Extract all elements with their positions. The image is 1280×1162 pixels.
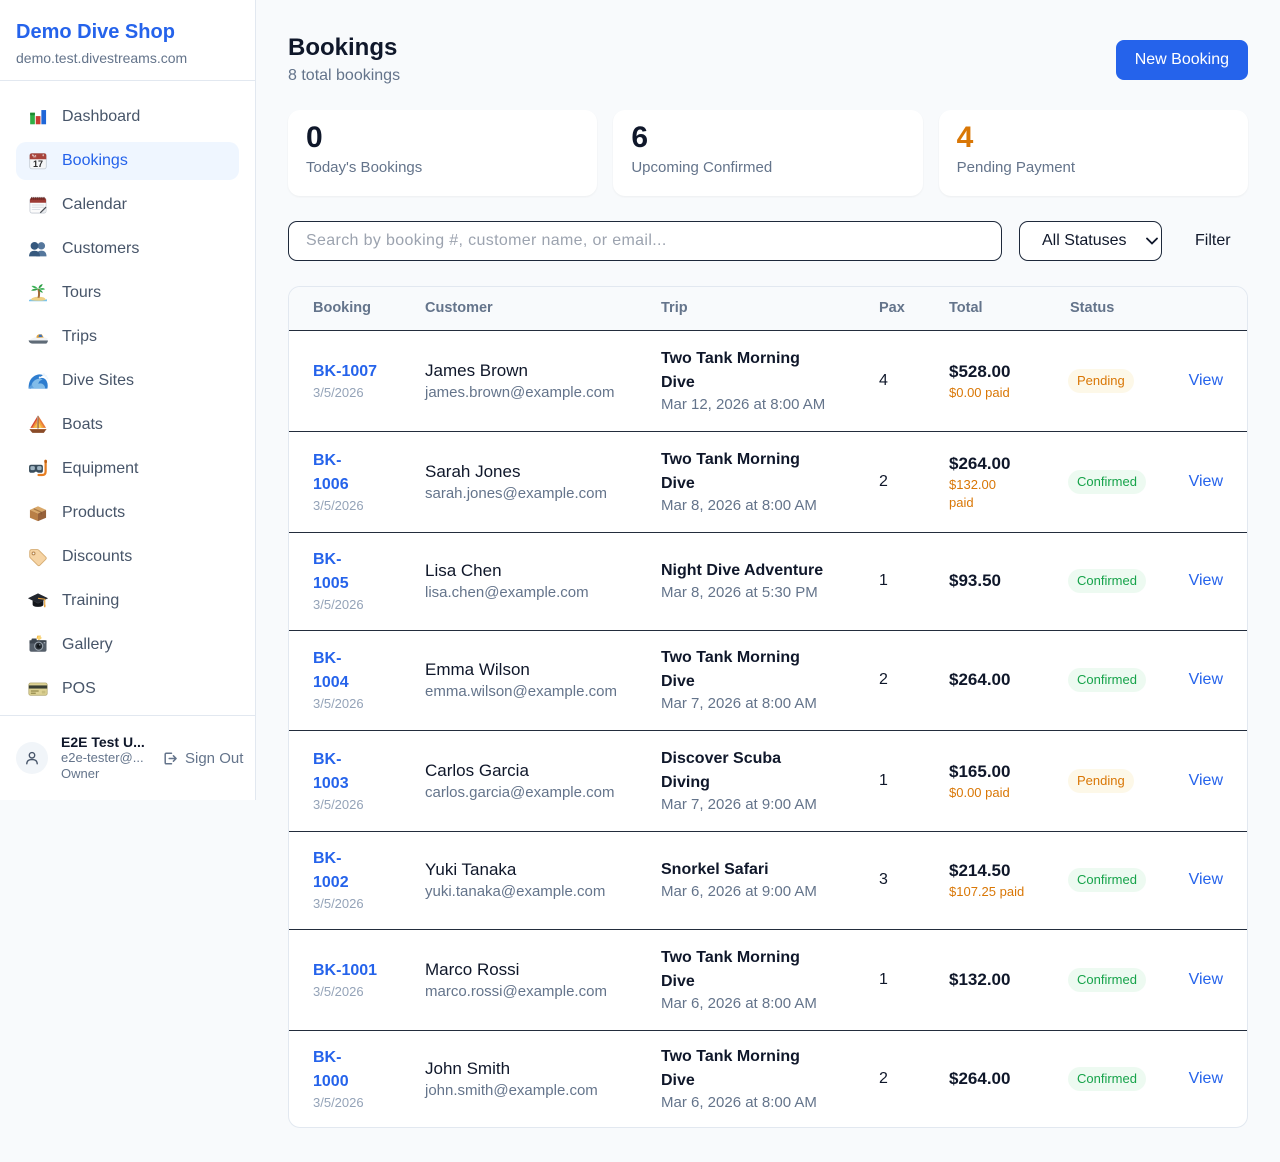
svg-text:M: M (33, 153, 37, 158)
svg-text:17: 17 (33, 159, 43, 169)
